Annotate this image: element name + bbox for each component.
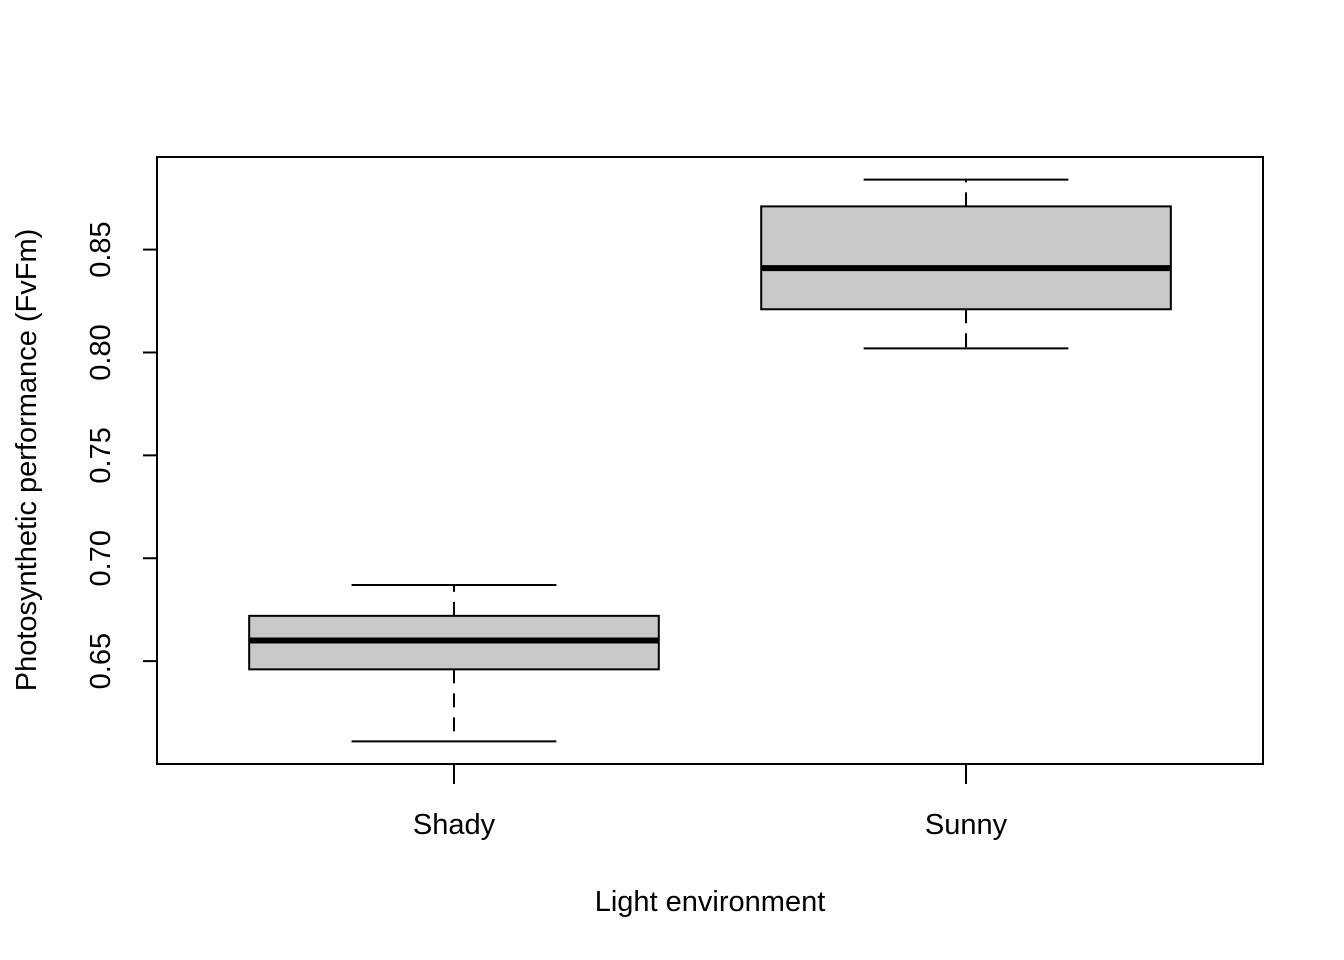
interquartile-box <box>760 205 1172 311</box>
box-shady <box>248 583 660 743</box>
y-tick-label: 0.65 <box>85 633 117 689</box>
y-axis: 0.65 0.70 0.75 0.80 0.85 <box>85 221 158 689</box>
y-tick-label: 0.75 <box>85 427 117 483</box>
x-tick-label-shady: Shady <box>413 809 496 841</box>
x-axis-label: Light environment <box>595 886 826 918</box>
y-axis-label: Photosynthetic performance (FvFm) <box>11 229 43 692</box>
box-sunny <box>760 178 1172 350</box>
x-tick-label-sunny: Sunny <box>925 809 1008 841</box>
y-tick-label: 0.85 <box>85 221 117 277</box>
y-tick-label: 0.70 <box>85 530 117 586</box>
y-tick-label: 0.80 <box>85 324 117 380</box>
boxes-layer <box>248 178 1172 743</box>
x-axis: Shady Sunny <box>413 763 1008 841</box>
